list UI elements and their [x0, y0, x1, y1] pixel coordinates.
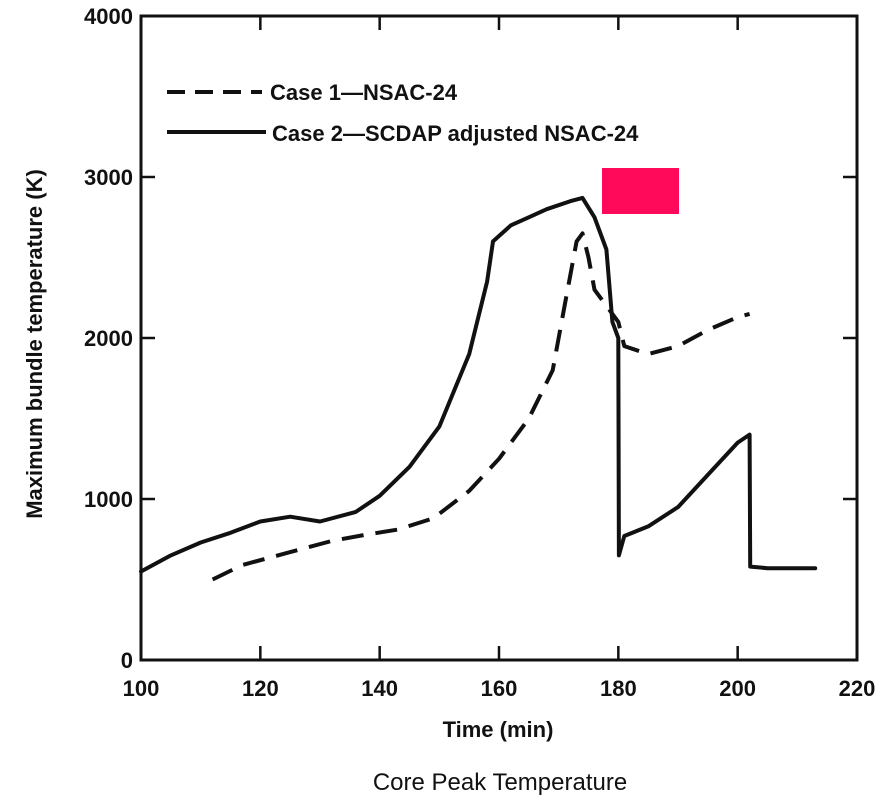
- x-tick-label: 100: [123, 676, 160, 701]
- legend: Case 1—NSAC-24 Case 2—SCDAP adjusted NSA…: [167, 80, 639, 146]
- y-axis-title: Maximum bundle temperature (K): [22, 169, 47, 519]
- redaction-block: [602, 168, 679, 214]
- series-line-case2: [139, 195, 818, 574]
- y-tick-label: 0: [121, 648, 133, 673]
- x-tick-label: 180: [600, 676, 637, 701]
- series-line-case1: [211, 231, 751, 582]
- x-tick-label: 120: [242, 676, 279, 701]
- y-tick-label: 1000: [84, 487, 133, 512]
- x-tick-label: 160: [481, 676, 518, 701]
- axes: 100 120 140 160 180 200 220 0 1000 2000 3000 4000: [84, 4, 875, 701]
- y-tick-label: 4000: [84, 4, 133, 29]
- x-tick-label: 220: [839, 676, 876, 701]
- legend-label-case2: Case 2—SCDAP adjusted NSAC-24: [272, 121, 639, 146]
- x-axis-title: Time (min): [443, 717, 554, 742]
- x-tick-label: 200: [719, 676, 756, 701]
- series-lines: [139, 195, 818, 582]
- y-tick-label: 3000: [84, 165, 133, 190]
- x-tick-label: 140: [361, 676, 398, 701]
- y-tick-label: 2000: [84, 326, 133, 351]
- legend-label-case1: Case 1—NSAC-24: [270, 80, 458, 105]
- chart-caption: Core Peak Temperature: [373, 769, 627, 796]
